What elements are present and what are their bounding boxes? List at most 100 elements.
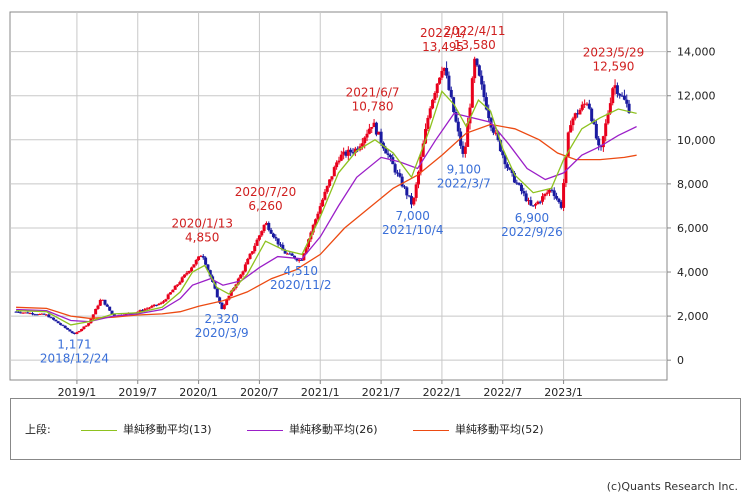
candle-body xyxy=(440,70,444,78)
candle-body xyxy=(531,205,535,207)
candle-body xyxy=(23,312,27,314)
candle-body xyxy=(297,259,301,261)
candle-body xyxy=(278,244,282,246)
candle-body xyxy=(288,253,292,255)
candle-body xyxy=(295,258,299,261)
candle-body xyxy=(140,310,144,312)
candle-body xyxy=(569,125,573,133)
candle-body xyxy=(417,171,421,185)
candle-body xyxy=(545,192,549,194)
candle-body xyxy=(257,235,261,240)
x-tick-label: 2020/7 xyxy=(240,386,279,398)
candle-body xyxy=(536,201,540,205)
candle-body xyxy=(576,113,580,115)
candle-body xyxy=(16,311,20,313)
x-tick-label: 2019/7 xyxy=(118,386,157,398)
candle-body xyxy=(365,133,369,138)
annotation-low-2020-11-date: 2020/11/2 xyxy=(270,278,332,292)
candle-body xyxy=(505,164,509,168)
candle-body xyxy=(173,285,177,290)
x-tick-label: 2020/1 xyxy=(179,386,218,398)
candle-body xyxy=(620,95,624,97)
candle-body xyxy=(227,295,231,300)
candle-body xyxy=(304,247,308,254)
candle-body xyxy=(562,182,566,208)
candle-body xyxy=(171,289,175,293)
candle-body xyxy=(197,256,201,260)
candle-body xyxy=(393,164,397,173)
candle-body xyxy=(84,325,88,327)
candle-body xyxy=(615,85,619,94)
candle-body xyxy=(360,143,364,147)
candle-body xyxy=(19,312,23,314)
candle-body xyxy=(573,113,577,119)
candle-body xyxy=(456,121,460,132)
candle-body xyxy=(328,179,332,186)
candle-body xyxy=(262,224,266,232)
candle-body xyxy=(543,193,547,197)
x-tick-label: 2021/7 xyxy=(362,386,401,398)
candle-body xyxy=(204,257,208,265)
candle-body xyxy=(37,313,41,315)
candle-body xyxy=(215,288,219,298)
candle-body xyxy=(538,201,542,203)
candle-body xyxy=(208,270,212,277)
annotation-high-2020-07-value: 6,260 xyxy=(248,199,282,213)
candle-body xyxy=(468,107,472,124)
candle-body xyxy=(35,314,39,316)
candle-body xyxy=(124,313,128,316)
candle-body xyxy=(73,333,77,335)
candle-body xyxy=(332,167,336,177)
candle-body xyxy=(402,186,406,188)
candle-body xyxy=(250,251,254,254)
candle-body xyxy=(346,149,350,156)
candle-body xyxy=(524,193,528,201)
candle-body xyxy=(445,67,449,76)
plot-area xyxy=(9,11,668,381)
candle-body xyxy=(185,272,189,275)
legend-label-ma52: 単純移動平均(52) xyxy=(455,423,544,436)
candle-body xyxy=(66,327,70,330)
ma52-line xyxy=(16,123,637,319)
candle-body xyxy=(592,121,596,124)
candle-body xyxy=(285,253,289,255)
legend-item-ma13: 単純移動平均(13) xyxy=(81,421,212,437)
candle-body xyxy=(585,103,589,105)
annotation-low-2020-11-value: 4,510 xyxy=(284,264,318,278)
candle-body xyxy=(218,297,222,303)
candle-body xyxy=(52,317,56,320)
legend-box: 上段: 単純移動平均(13) 単純移動平均(26) 単純移動平均(52) xyxy=(10,398,741,460)
annotation-low-2020-03-value: 2,320 xyxy=(205,312,239,326)
candle-body xyxy=(356,148,360,151)
candle-body xyxy=(45,314,48,316)
candle-body xyxy=(541,196,545,202)
y-tick-label: 10,000 xyxy=(677,134,716,147)
annotation-high-2020-07-date: 2020/7/20 xyxy=(235,185,297,199)
candle-body xyxy=(33,314,37,316)
candle-body xyxy=(321,199,325,207)
candle-body xyxy=(61,324,65,326)
annotation-high-2022-04-value: 13,580 xyxy=(454,38,496,52)
candle-body xyxy=(96,305,100,309)
candle-body xyxy=(187,270,191,273)
annotation-low-2018-value: 1,171 xyxy=(57,337,91,351)
candle-body xyxy=(552,190,556,197)
candle-body xyxy=(435,83,439,93)
candle-body xyxy=(248,253,252,259)
candle-body xyxy=(414,184,418,198)
y-tick-label: 2,000 xyxy=(677,310,709,323)
candle-body xyxy=(484,97,488,110)
candle-body xyxy=(494,132,498,134)
candle-body xyxy=(330,176,334,180)
legend-swatch-ma52 xyxy=(413,429,449,431)
candle-body xyxy=(529,200,533,206)
candle-body xyxy=(491,127,495,133)
candle-body xyxy=(501,151,505,156)
y-tick-label: 6,000 xyxy=(677,222,709,235)
y-tick-label: 0 xyxy=(677,354,684,367)
x-tick-label: 2023/1 xyxy=(544,386,583,398)
candle-body xyxy=(91,314,95,320)
candle-body xyxy=(110,310,114,315)
candle-body xyxy=(344,151,348,156)
candle-body xyxy=(267,222,271,230)
